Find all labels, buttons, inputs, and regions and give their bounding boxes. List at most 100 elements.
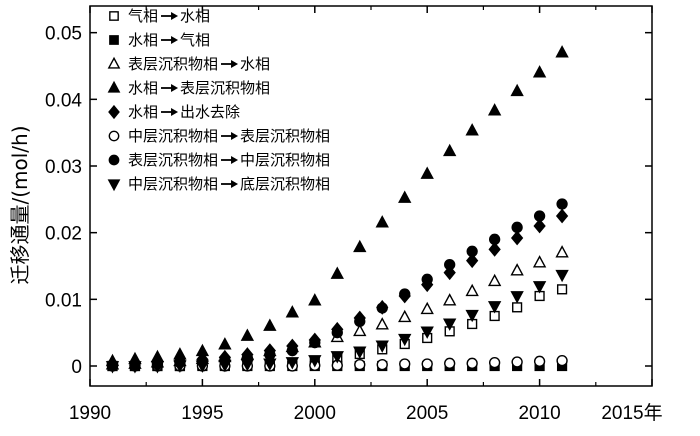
data-point <box>330 266 344 279</box>
data-point <box>487 103 502 116</box>
data-point <box>218 337 232 350</box>
y-axis-label: 迁移通量/(mol/h) <box>8 125 32 284</box>
data-point <box>240 328 255 341</box>
data-point <box>533 218 546 234</box>
data-point <box>398 309 412 323</box>
data-point <box>532 255 547 268</box>
y-tick-label: 0.04 <box>45 90 82 111</box>
arrow-icon <box>161 84 179 92</box>
arrow-head <box>231 156 239 164</box>
data-point <box>331 327 343 339</box>
legend-item: 表层沉积物相 水相 <box>107 55 270 73</box>
x-tick-label: 1995 <box>181 403 223 424</box>
legend-item: 表层沉积物相 中层沉积物相 <box>108 151 330 169</box>
x-tick-label: 2010 <box>518 403 560 424</box>
data-point <box>354 315 366 327</box>
data-point <box>354 359 366 371</box>
data-point <box>399 288 411 300</box>
data-point <box>150 361 165 374</box>
y-tick-label: 0.01 <box>45 290 82 311</box>
x-tick-label: 1990 <box>69 403 111 424</box>
data-point <box>285 357 299 370</box>
legend-item: 中层沉积物相 底层沉积物相 <box>107 175 330 193</box>
legend-item: 中层沉积物相 表层沉积物相 <box>108 127 330 145</box>
data-point <box>308 293 322 306</box>
arrow-head <box>231 132 239 140</box>
data-point <box>512 302 523 313</box>
data-point <box>443 293 457 306</box>
x-tick-label: 2015年 <box>601 402 662 424</box>
data-point <box>195 360 210 373</box>
data-point <box>376 302 388 314</box>
data-point <box>420 326 434 339</box>
data-point <box>421 358 433 370</box>
x-tick-label: 2000 <box>294 403 336 424</box>
data-point <box>286 345 298 357</box>
y-tick-label: 0.03 <box>45 157 82 178</box>
data-point <box>285 305 299 318</box>
data-point <box>511 221 523 233</box>
data-point <box>510 263 524 276</box>
series-2 <box>105 245 569 370</box>
data-point <box>173 360 187 373</box>
data-point <box>555 245 569 258</box>
arrow-head <box>171 84 179 92</box>
data-point <box>420 301 434 315</box>
data-point <box>555 45 569 58</box>
data-point <box>308 355 322 368</box>
arrow-icon <box>161 36 179 44</box>
legend-item: 水相 气相 <box>109 31 210 49</box>
legend-label-source: 水相 <box>128 103 158 121</box>
data-point <box>465 309 479 323</box>
data-point <box>465 283 479 297</box>
data-point <box>353 239 367 253</box>
data-point <box>488 357 501 369</box>
data-point <box>511 356 523 368</box>
series-4 <box>106 208 569 372</box>
data-point <box>510 291 524 304</box>
arrow-icon <box>221 156 239 164</box>
data-point <box>443 143 457 157</box>
legend-marker <box>109 11 119 21</box>
legend-marker <box>107 56 121 69</box>
data-point <box>398 333 412 347</box>
data-point <box>353 323 367 337</box>
data-point <box>510 83 524 97</box>
data-point <box>375 317 389 330</box>
data-point <box>555 269 569 283</box>
x-axis-ticks: 1990 1995 2000 2005 2010 2015年 <box>69 6 663 424</box>
legend-marker <box>107 179 121 192</box>
legend-marker <box>108 154 120 166</box>
arrow-head <box>171 12 179 20</box>
legend-label-target: 中层沉积物相 <box>240 151 330 169</box>
data-point <box>532 281 547 294</box>
data-point <box>263 358 277 371</box>
data-point <box>444 259 456 271</box>
arrow-icon <box>161 108 179 116</box>
data-point <box>105 361 120 374</box>
legend-label-target: 水相 <box>240 55 270 73</box>
data-point <box>330 351 344 364</box>
data-point <box>421 273 433 285</box>
legend-label-target: 底层沉积物相 <box>240 175 330 193</box>
arrow-icon <box>221 132 239 140</box>
legend-label-source: 表层沉积物相 <box>128 55 218 73</box>
arrow-head <box>231 60 239 68</box>
data-point <box>376 359 388 371</box>
data-point <box>532 65 547 78</box>
legend-label-source: 水相 <box>128 79 158 97</box>
arrow-head <box>171 108 179 116</box>
legend-marker <box>108 130 120 142</box>
legend-label-source: 表层沉积物相 <box>128 151 218 169</box>
series-7 <box>105 269 569 374</box>
legend-marker <box>107 80 121 93</box>
data-point <box>444 357 456 369</box>
data-point <box>466 357 478 369</box>
data-point <box>556 355 568 367</box>
data-point <box>466 253 479 269</box>
arrow-icon <box>221 180 239 188</box>
legend-label-target: 气相 <box>180 31 210 49</box>
data-point <box>128 361 142 374</box>
